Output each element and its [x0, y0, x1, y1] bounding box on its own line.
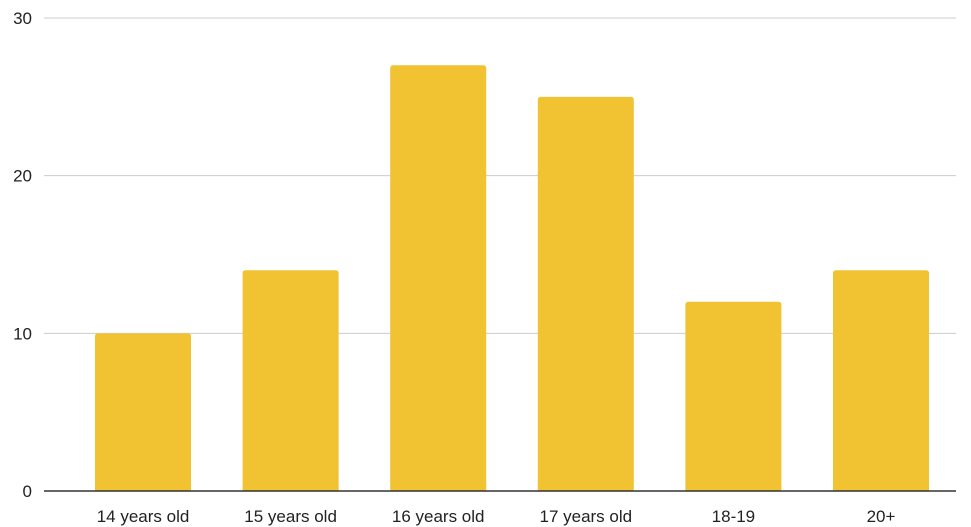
x-tick-label: 14 years old [97, 507, 190, 526]
x-tick-label: 16 years old [392, 507, 485, 526]
bar-1 [242, 270, 339, 491]
bar-5 [833, 270, 929, 491]
bars [95, 65, 929, 492]
y-tick-label: 30 [13, 9, 32, 28]
x-tick-label: 17 years old [539, 507, 632, 526]
bar-3 [537, 96, 634, 491]
grid-lines [44, 17, 956, 334]
y-tick-labels: 0 10 20 30 [13, 9, 32, 501]
y-tick-label: 20 [13, 167, 32, 186]
bar-2 [390, 65, 487, 492]
bar-0 [95, 333, 191, 491]
y-tick-label: 10 [13, 324, 32, 343]
bar-4 [685, 301, 782, 491]
x-tick-label: 20+ [867, 507, 896, 526]
x-tick-labels: 14 years old 15 years old 16 years old 17 y… [97, 507, 896, 526]
x-tick-label: 18-19 [712, 507, 755, 526]
y-tick-label: 0 [23, 482, 32, 501]
x-tick-label: 15 years old [244, 507, 337, 526]
